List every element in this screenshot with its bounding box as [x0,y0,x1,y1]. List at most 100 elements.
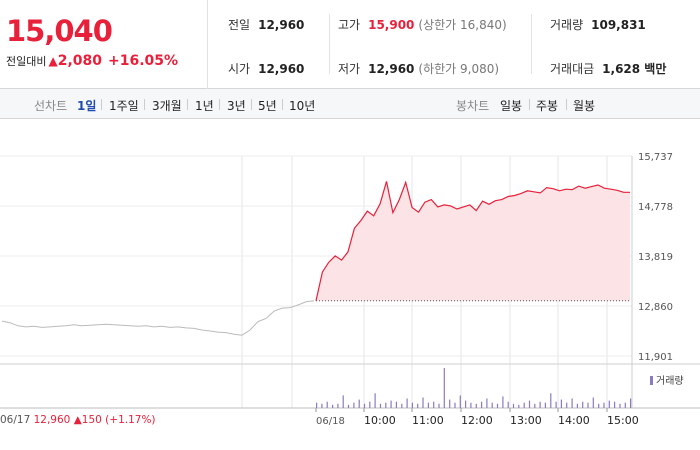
tab-divider [282,99,283,110]
tab-1d[interactable]: 1일 [77,99,97,113]
candle-chart-label: 봉차트 [456,99,490,113]
price-fill [316,181,630,301]
change-value: 2,080 [57,53,103,69]
tab-1w[interactable]: 1주일 [109,99,139,113]
volume-bar [528,400,531,408]
high-row: 고가 15,900 (상한가 16,840) [338,16,507,33]
volume-bar [459,395,461,408]
x-axis: 06/18 10:00 11:00 12:00 13:00 14:00 15:00 [315,408,639,427]
price-summary: 15,040 전일대비 ▲2,080 +16.05% [0,0,208,89]
high-value: 15,900 [368,18,415,32]
change-label: 전일대비 [6,55,47,68]
y-axis: 15,737 14,778 13,819 12,860 11,901 [638,152,673,363]
y-tick-label: 14,778 [638,202,673,213]
volume-bar [598,403,600,408]
tab-daily-candle[interactable]: 일봉 [500,99,523,113]
volume-bar [523,402,525,408]
tab-weekly-candle[interactable]: 주봉 [536,99,559,113]
volume-bar [379,403,382,408]
change-percent: +16.05% [108,53,179,69]
volume-bar [417,403,419,408]
volume-bars [316,368,632,408]
lower-limit: (하한가 9,080) [418,62,500,76]
divider [329,14,330,74]
tab-1y[interactable]: 1년 [195,99,214,113]
open-row: 시가 12,960 [228,60,304,77]
volume-bar [342,395,344,408]
tab-3m[interactable]: 3개월 [152,99,182,113]
volume-bar [337,403,339,408]
volume-bar [539,401,541,408]
volume-bar [347,404,350,408]
current-price: 15,040 [6,14,113,48]
volume-bar [571,398,573,408]
prev-day-close: 12,960 [33,414,71,426]
volume-bar [475,403,477,408]
tab-divider [251,99,252,110]
volume-bar [576,403,578,408]
volume-bar [560,399,562,408]
volume-bar [624,402,626,408]
amount-label: 거래대금 [550,62,595,76]
tab-divider [219,99,220,110]
volume-bar [369,401,371,408]
y-tick-label: 15,737 [638,152,673,163]
volume-bar [353,402,355,408]
x-tick-label: 13:00 [510,414,542,427]
divider [531,14,532,74]
upper-limit: (상한가 16,840) [418,18,507,32]
x-tick-label: 06/18 [316,416,345,427]
line-chart-label: 선차트 [34,99,68,113]
tab-divider [529,99,530,110]
prev-day-diff: 150 [81,414,102,426]
low-row: 저가 12,960 (하한가 9,080) [338,60,499,77]
volume-bar [363,403,366,408]
volume-bar [443,368,445,408]
y-tick-label: 11,901 [638,352,673,363]
volume-bar [502,396,504,408]
volume-bar [321,403,323,408]
x-tick-label: 10:00 [364,414,396,427]
price-line-06-18 [315,180,630,301]
volume-bar [332,404,334,408]
volume-bar [438,403,440,408]
prev-close-value: 12,960 [258,18,305,32]
tab-5y[interactable]: 5년 [258,99,277,113]
tab-10y[interactable]: 10년 [289,99,316,113]
volume-bar [454,402,456,408]
open-value: 12,960 [258,62,305,76]
volume-bar [465,400,467,408]
volume-bar [566,402,568,408]
volume-bar [470,402,472,408]
volume-bar [496,403,499,408]
volume-bar [316,402,318,408]
volume-label: 거래량 [550,18,584,32]
low-label: 저가 [338,62,361,76]
prev-day-note: 06/17 12,960 ▲150 (+1.17%) [0,414,156,426]
volume-row: 거래량 109,831 [550,16,646,33]
tab-3y[interactable]: 3년 [227,99,246,113]
volume-bar [406,398,408,408]
volume-bar [374,393,376,408]
x-tick-label: 12:00 [461,414,493,427]
volume-bar [411,402,413,408]
high-label: 고가 [338,18,361,32]
volume-legend-label: 거래량 [656,376,684,387]
volume-bar [512,403,515,408]
volume-bar [385,402,387,408]
volume-bar [518,404,520,408]
volume-bar [555,401,557,408]
tab-monthly-candle[interactable]: 월봉 [573,99,596,113]
volume-bar [433,401,435,408]
price-chart[interactable]: 15,737 14,778 13,819 12,860 11,901 06/18 10:0… [0,120,700,450]
amount-value: 1,628 백만 [602,62,667,76]
low-value: 12,960 [368,62,415,76]
volume-bar [481,401,483,408]
tab-divider [566,99,567,110]
prev-close-row: 전일 12,960 [228,16,304,33]
volume-bar [486,398,488,408]
tab-divider [187,99,188,110]
volume-bar [395,401,397,408]
volume-swatch-icon [650,376,653,385]
volume-bar [587,402,589,408]
